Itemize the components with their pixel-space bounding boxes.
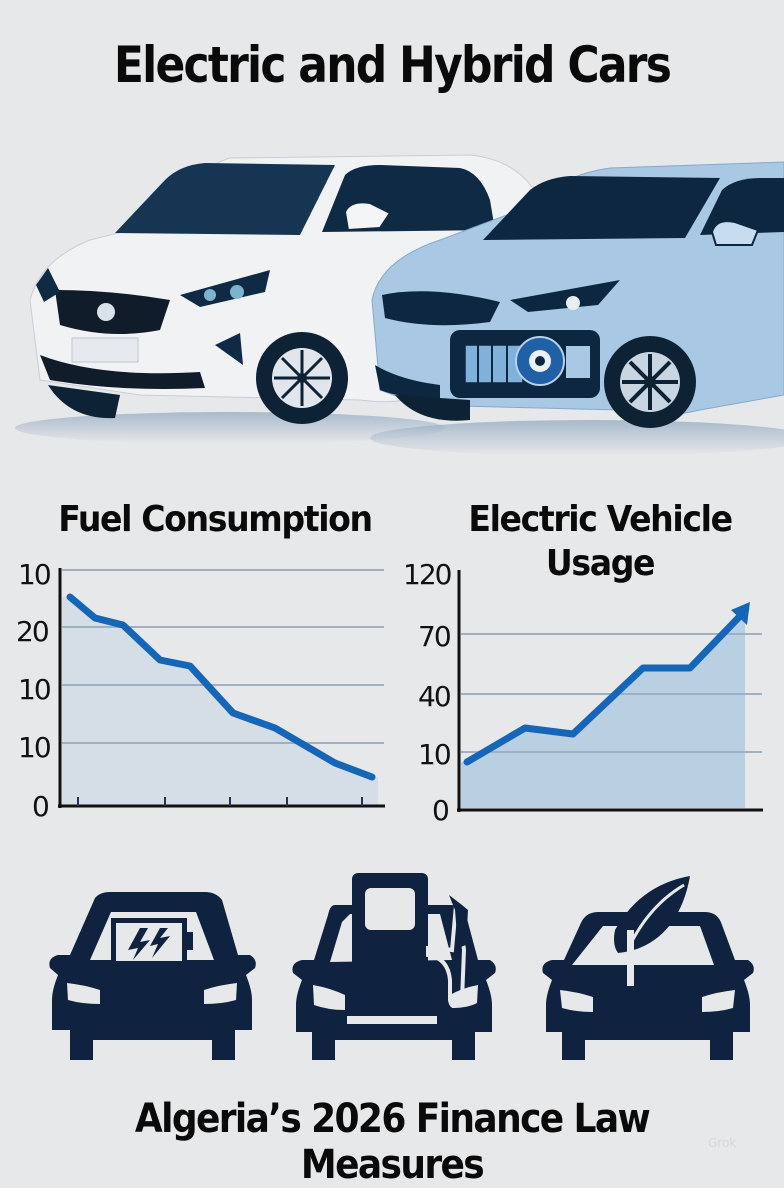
footer-caption: Algeria’s 2026 Finance Law Measures	[134, 1096, 651, 1188]
ev-usage-title: Electric Vehicle Usage	[444, 498, 757, 586]
y-tick: 20	[16, 615, 48, 648]
car-leaf-icon	[542, 876, 754, 1060]
y-tick: 0	[32, 790, 48, 823]
cars-illustration	[15, 154, 784, 456]
icon-row	[49, 873, 754, 1060]
y-tick: 120	[403, 558, 451, 591]
y-tick: 10	[418, 738, 450, 771]
y-tick: 10	[18, 673, 50, 706]
car-battery-icon	[49, 892, 256, 1060]
ev-usage-title-text: Electric Vehicle Usage	[468, 499, 733, 584]
blue-hybrid-car	[371, 161, 784, 428]
y-tick: 40	[418, 680, 450, 713]
page-title: Electric and Hybrid Cars	[113, 36, 672, 94]
watermark: Grok	[708, 1136, 737, 1150]
y-tick: 0	[432, 794, 448, 827]
y-tick: 70	[418, 620, 450, 653]
y-tick: 10	[18, 558, 50, 591]
fuel-consumption-title: Fuel Consumption	[58, 499, 373, 540]
ev-usage-chart: 120 70 40 10 0	[403, 558, 763, 827]
fuel-consumption-chart: 10 20 10 10 0	[16, 558, 385, 823]
ev-usage-line	[463, 610, 746, 766]
car-fuel-pump-icon	[292, 873, 496, 1060]
y-tick: 10	[18, 731, 50, 764]
arrow-head-icon	[731, 602, 750, 625]
fuel-line	[66, 593, 376, 781]
